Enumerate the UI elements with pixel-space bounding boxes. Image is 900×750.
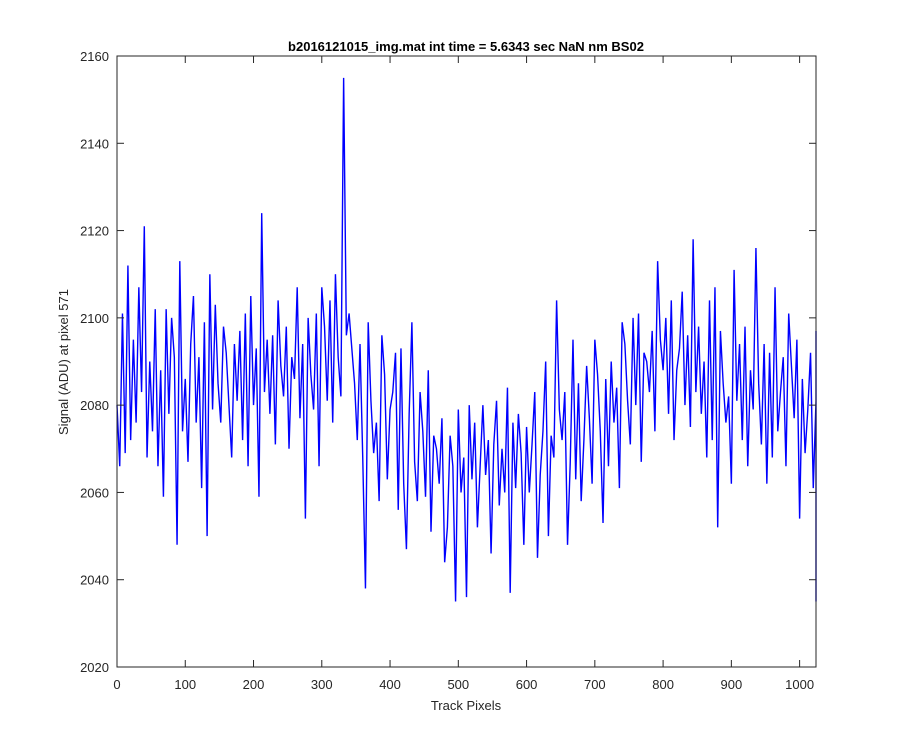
x-tick-label: 900	[721, 677, 743, 692]
x-tick-label: 700	[584, 677, 606, 692]
x-tick-label: 500	[447, 677, 469, 692]
y-tick-label: 2080	[80, 398, 109, 413]
x-tick-label: 200	[243, 677, 265, 692]
chart-title: b2016121015_img.mat int time = 5.6343 se…	[288, 39, 644, 54]
x-tick-label: 300	[311, 677, 333, 692]
y-tick-label: 2160	[80, 49, 109, 64]
x-tick-label: 400	[379, 677, 401, 692]
y-tick-label: 2020	[80, 660, 109, 675]
y-tick-label: 2040	[80, 573, 109, 588]
y-tick-label: 2060	[80, 485, 109, 500]
axis-ticks: 0 100 200 300 400 500 600 700 800 900 1000 2020 2040…	[80, 49, 816, 692]
x-tick-label: 100	[174, 677, 196, 692]
x-tick-label: 0	[113, 677, 120, 692]
y-tick-label: 2120	[80, 224, 109, 239]
x-axis-label: Track Pixels	[431, 698, 502, 713]
x-tick-label: 1000	[785, 677, 814, 692]
y-axis-label: Signal (ADU) at pixel 571	[56, 289, 71, 435]
x-tick-label: 600	[516, 677, 538, 692]
axes-box	[116, 55, 817, 668]
y-tick-label: 2140	[80, 136, 109, 151]
x-tick-label: 800	[652, 677, 674, 692]
y-tick-label: 2100	[80, 311, 109, 326]
